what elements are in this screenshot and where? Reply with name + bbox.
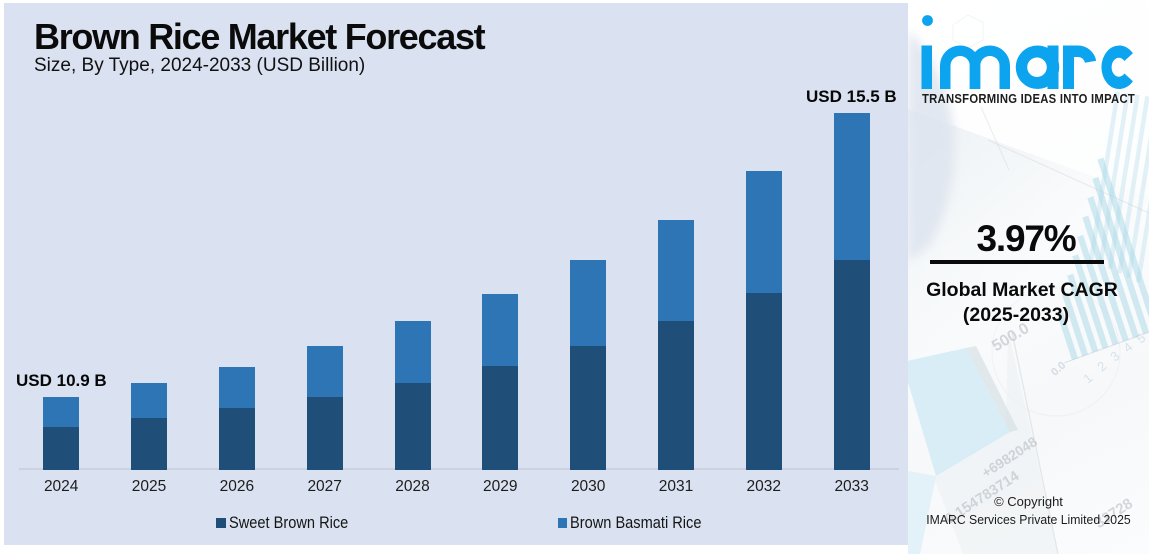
svg-text:4: 4 [1120, 339, 1135, 355]
svg-text:2: 2 [1094, 358, 1109, 374]
svg-text:1: 1 [1080, 370, 1095, 386]
